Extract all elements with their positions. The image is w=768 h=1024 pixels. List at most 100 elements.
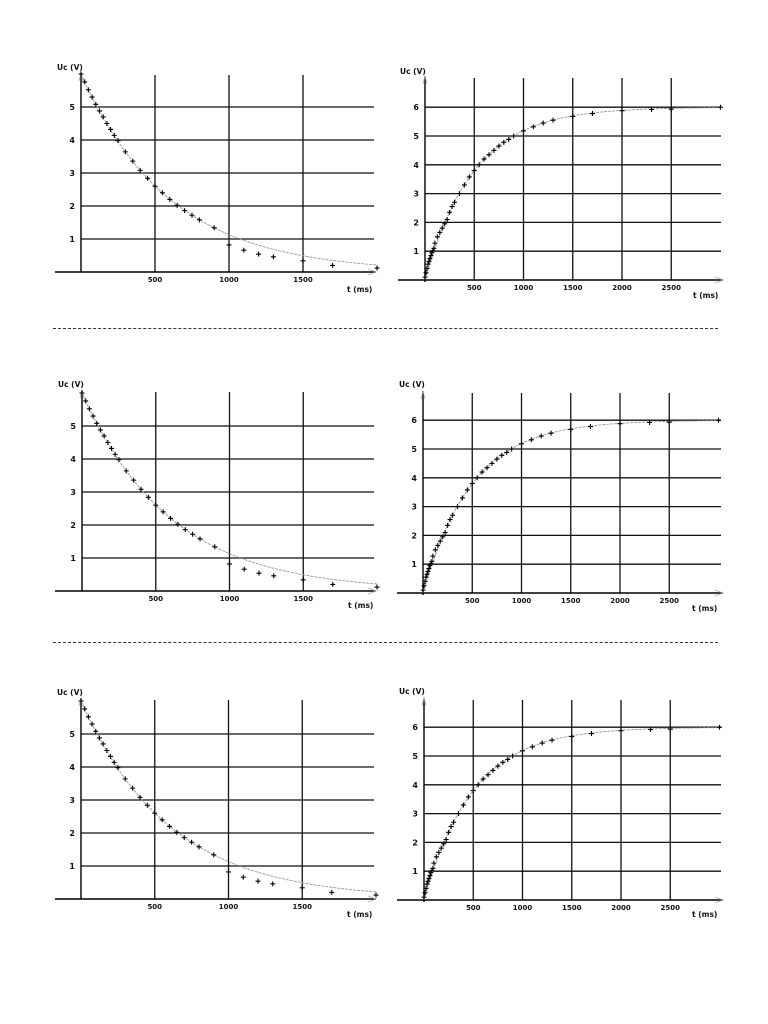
y-tick-label: 2 [69,202,75,211]
data-point-plus-icon [78,71,84,77]
data-point-plus-icon [96,735,102,741]
data-point-plus-icon [82,706,88,712]
x-tick-label: 1000 [219,276,239,284]
data-point-plus-icon [446,829,452,835]
data-point-plus-icon [256,251,262,257]
x-axis-label: t (ms) [348,601,373,610]
data-point-plus-icon [270,881,276,887]
data-point-plus-icon [589,111,595,117]
data-point-plus-icon [196,844,202,850]
data-point-plus-icon [619,108,625,114]
data-point-plus-icon [78,698,84,704]
data-point-plus-icon [167,196,173,202]
data-point-plus-icon [511,133,517,139]
x-axis-arrow-icon [714,589,725,597]
data-point-plus-icon [85,87,91,93]
data-point-plus-icon [588,731,594,737]
data-point-plus-icon [431,245,437,251]
data-point-plus-icon [548,430,554,436]
data-point-plus-icon [197,536,203,542]
data-point-plus-icon [423,885,429,891]
data-point-plus-icon [494,456,500,462]
data-point-plus-icon [93,101,99,107]
data-point-plus-icon [79,390,85,396]
x-tick-label: 1000 [512,597,532,605]
x-tick-label: 1000 [514,284,534,292]
data-point-plus-icon [435,542,441,548]
data-point-plus-icon [137,794,143,800]
y-tick-label: 1 [69,862,75,871]
y-axis-label: Uc (V) [57,63,83,72]
data-point-plus-icon [89,94,95,100]
data-point-plus-icon [451,819,457,825]
data-point-plus-icon [168,515,173,521]
x-tick-label: 2000 [612,284,632,292]
data-point-plus-icon [429,558,435,564]
y-tick-label: 1 [411,560,417,569]
data-point-plus-icon [718,104,723,110]
y-tick-label: 2 [70,521,76,530]
x-axis-arrow-icon [714,276,725,284]
y-tick-label: 1 [412,867,418,876]
x-tick-label: 1500 [294,595,314,603]
data-point-plus-icon [528,437,534,443]
x-tick-label: 1500 [293,903,313,911]
x-axis-arrow-icon [714,896,725,904]
data-point-plus-icon [422,578,428,584]
data-point-plus-icon [569,733,575,739]
data-point-plus-icon [83,398,89,404]
y-tick-label: 3 [412,810,418,819]
data-point-plus-icon [474,475,480,481]
y-tick-label: 1 [413,247,419,256]
data-point-plus-icon [101,433,107,439]
x-axis-label: t (ms) [347,285,372,294]
data-point-plus-icon [539,740,545,746]
x-tick-label: 1500 [563,284,583,292]
data-point-plus-icon [471,168,477,174]
data-point-plus-icon [454,504,460,510]
data-point-plus-icon [427,873,433,879]
y-tick-label: 4 [411,474,417,483]
data-point-plus-icon [97,427,103,433]
x-tick-label: 1000 [220,595,240,603]
data-point-plus-icon [159,190,165,196]
data-point-plus-icon [449,204,455,210]
data-point-plus-icon [455,811,461,817]
data-point-plus-icon [115,138,121,144]
data-point-plus-icon [430,248,436,254]
x-tick-label: 1500 [561,597,581,605]
data-point-plus-icon [424,265,430,271]
data-point-plus-icon [100,114,106,120]
y-tick-label: 6 [413,103,419,112]
data-point-plus-icon [486,152,492,158]
data-point-plus-icon [447,517,453,523]
data-point-plus-icon [271,573,277,579]
y-tick-label: 5 [411,445,417,454]
data-point-plus-icon [436,849,442,855]
y-tick-label: 2 [412,838,418,847]
data-point-plus-icon [440,534,446,540]
data-point-plus-icon [85,714,91,720]
x-tick-label: 500 [148,595,163,603]
data-point-plus-icon [717,724,722,730]
x-tick-label: 1000 [219,903,239,911]
data-point-plus-icon [300,577,306,583]
data-point-plus-icon [174,202,180,208]
data-point-plus-icon [152,810,158,816]
data-point-plus-icon [490,767,496,773]
data-point-plus-icon [160,509,166,515]
data-point-plus-icon [509,446,515,452]
y-axis-label: Uc (V) [399,380,425,389]
y-tick-label: 5 [69,103,75,112]
x-axis-label: t (ms) [347,910,372,919]
data-point-plus-icon [538,433,544,439]
data-point-plus-icon [330,262,336,268]
data-point-plus-icon [108,126,114,132]
data-point-plus-icon [153,502,159,508]
data-point-plus-icon [329,889,335,895]
data-point-plus-icon [425,878,431,884]
